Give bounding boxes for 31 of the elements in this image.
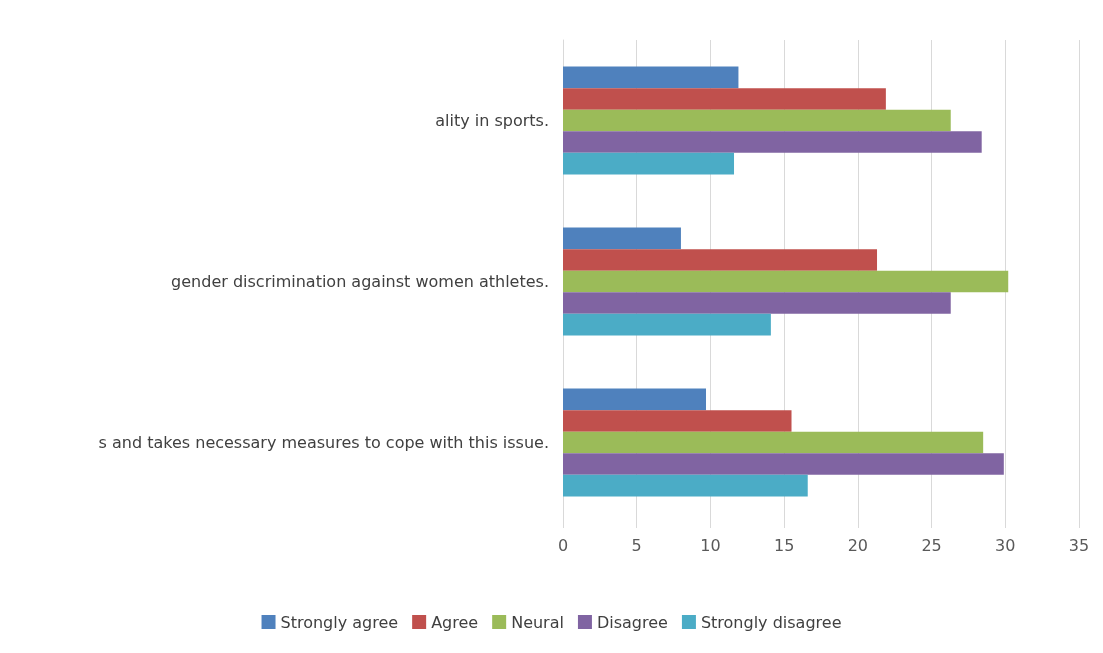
- bar: [563, 474, 808, 497]
- bar: [563, 227, 681, 250]
- legend-label: Strongly agree: [280, 612, 399, 632]
- bar: [563, 431, 984, 454]
- x-tick-label: 20: [847, 535, 869, 555]
- bar: [563, 109, 951, 132]
- bar: [563, 152, 735, 175]
- x-tick-label: 5: [631, 535, 642, 555]
- x-tick-label: 0: [557, 535, 569, 555]
- x-tick-label: 15: [773, 535, 795, 555]
- bar: [563, 249, 878, 271]
- y-tick-label: gender discrimination against women athletes.: [171, 272, 549, 291]
- y-tick-label: s and takes necessary measures to cope with this issue.: [98, 433, 549, 452]
- x-tick-label: 30: [995, 535, 1016, 555]
- y-tick-label: ality in sports.: [435, 111, 549, 130]
- x-tick-label: 10: [700, 535, 721, 555]
- bar: [563, 270, 1009, 293]
- x-tick-label: 35: [1068, 535, 1090, 555]
- bar: [563, 66, 739, 89]
- bar: [563, 410, 792, 432]
- legend-label: Disagree: [596, 612, 668, 632]
- bar: [563, 388, 707, 411]
- bar: [563, 453, 1004, 475]
- legend-label: Strongly disagree: [700, 612, 842, 632]
- x-tick-label: 25: [921, 535, 942, 555]
- bar: [563, 131, 982, 153]
- bar: [563, 88, 886, 110]
- bar: [563, 292, 951, 314]
- legend-label: Neural: [511, 612, 564, 632]
- bar: [563, 313, 771, 336]
- legend-label: Agree: [431, 612, 479, 632]
